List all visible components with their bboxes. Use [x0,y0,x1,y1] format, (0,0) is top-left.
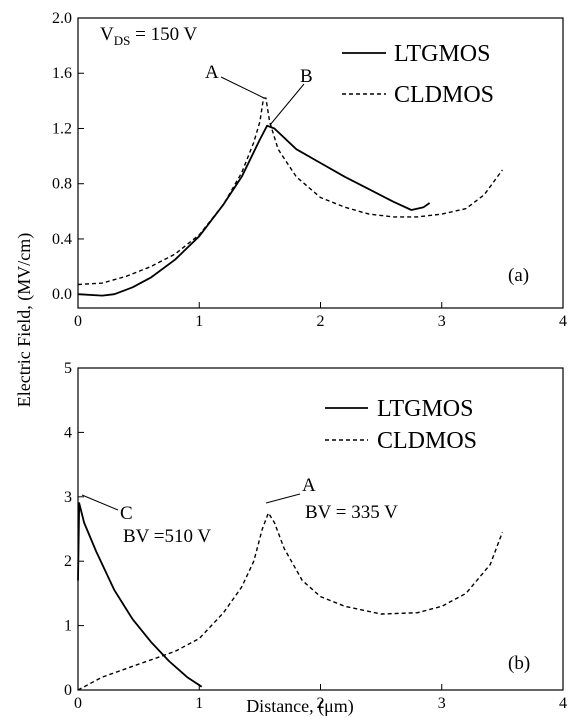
x-tick-label: 2 [317,695,325,712]
y-tick-label: 0.4 [52,231,72,248]
y-tick-label: 0.8 [52,176,72,193]
x-tick-label: 0 [74,695,82,712]
legend-label-cldmos-a: CLDMOS [394,82,494,108]
annotation-b-panel-a: B [300,66,313,87]
x-axis-label: Distance, (μm) [246,696,354,717]
y-tick-label: 0 [64,682,72,699]
series-line-ltgmos [77,502,203,688]
annotation-arrow-c-panel-b [81,494,119,511]
vds-label: VDS = 150 V [100,24,197,48]
legend-label-cldmos-b: CLDMOS [377,428,477,454]
x-tick-label: 3 [438,313,446,330]
y-tick-label: 0.0 [52,286,72,303]
vds-label-main: V [100,24,114,45]
annotation-arrow-a-panel-a [220,76,265,99]
y-ticks-b: 0 1 2 3 4 5 [64,360,84,699]
y-tick-label: 4 [64,424,72,441]
series-line-cldmos [77,512,504,691]
y-ticks-a: 0.0 0.4 0.8 1.2 1.6 2.0 [52,10,84,303]
y-axis-label: Electric Field, (MV/cm) [14,233,35,407]
x-ticks-a: 0 1 2 3 4 [74,302,567,330]
series-a [77,97,503,297]
y-tick-label: 3 [64,489,72,506]
x-tick-label: 0 [74,313,82,330]
x-tick-label: 2 [317,313,325,330]
annotation-a-panel-a: A [205,62,219,83]
y-tick-label: 2.0 [52,10,72,27]
vds-label-rest: = 150 V [130,24,197,45]
x-tick-label: 1 [195,695,203,712]
chart-panel-b: 0 1 2 3 4 0 1 2 3 4 5 LTGMOS CLDMOS A C BV = 335 … [64,360,567,712]
x-tick-label: 3 [438,695,446,712]
y-tick-label: 1 [64,618,72,635]
panel-label-b: (b) [508,653,530,674]
annotation-a-panel-b: A [302,475,316,496]
annotation-bv335: BV = 335 V [305,502,398,523]
y-tick-label: 5 [64,360,72,377]
annotation-arrow-a-panel-b [265,493,301,504]
panel-label-a: (a) [508,265,529,286]
legend-label-ltgmos-a: LTGMOS [394,41,490,67]
legend-b: LTGMOS CLDMOS [325,396,477,454]
y-tick-label: 1.6 [52,65,72,82]
series-b [77,502,504,691]
annotation-bv510: BV =510 V [123,526,211,547]
chart-panel-a: 0 1 2 3 4 0.0 0.4 0.8 1.2 1.6 2.0 LTGMOS CLDMOS V… [52,10,567,330]
x-ticks-b: 0 1 2 3 4 [74,684,567,712]
x-tick-label: 1 [195,313,203,330]
y-tick-label: 1.2 [52,120,72,137]
legend-a: LTGMOS CLDMOS [342,41,494,108]
annotation-arrow-b-panel-a [269,83,305,126]
legend-label-ltgmos-b: LTGMOS [377,396,473,422]
y-tick-label: 2 [64,553,72,570]
annotation-c-panel-b: C [120,503,133,524]
x-tick-label: 4 [559,313,567,330]
series-line-cldmos [77,97,503,286]
series-line-ltgmos [77,124,431,297]
vds-label-sub: DS [114,33,131,48]
x-tick-label: 4 [559,695,567,712]
